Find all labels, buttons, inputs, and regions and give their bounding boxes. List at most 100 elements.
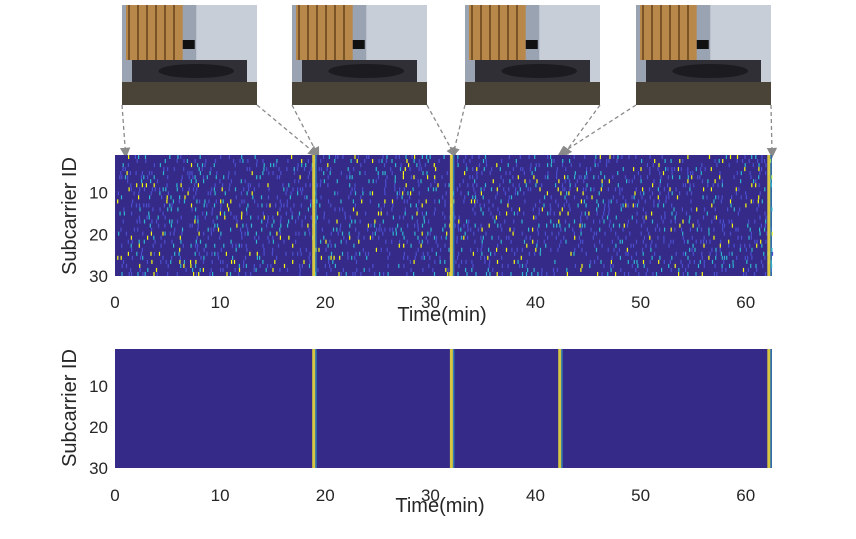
top-speckle-cell	[226, 203, 229, 208]
top-speckle-cell	[553, 159, 555, 164]
top-speckle-cell	[652, 163, 654, 168]
top-speckle-cell	[722, 159, 724, 164]
top-speckle-cell	[699, 175, 701, 180]
top-speckle-cell	[385, 159, 388, 164]
top-speckle-cell	[709, 239, 711, 244]
top-speckle-cell	[150, 231, 152, 236]
top-speckle-cell	[753, 179, 755, 184]
top-speckle-cell	[378, 227, 380, 232]
top-speckle-cell	[627, 251, 629, 256]
top-speckle-cell	[150, 191, 152, 196]
top-speckle-cell	[342, 207, 344, 212]
top-speckle-cell	[165, 259, 167, 264]
top-speckle-cell	[684, 183, 687, 188]
top-speckle-cell	[648, 231, 650, 236]
top-speckle-cell	[282, 183, 284, 188]
top-speckle-cell	[507, 263, 509, 268]
top-speckle-cell	[641, 159, 643, 164]
top-speckle-cell	[610, 263, 612, 268]
top-speckle-cell	[764, 159, 766, 164]
top-speckle-cell	[334, 207, 336, 212]
top-speckle-cell	[719, 171, 721, 176]
top-speckle-cell	[266, 203, 268, 208]
top-speckle-cell	[566, 199, 568, 204]
top-speckle-cell	[445, 191, 447, 196]
top-speckle-cell	[280, 223, 282, 228]
top-speckle-cell	[729, 199, 732, 204]
top-speckle-cell	[601, 179, 603, 184]
top-speckle-cell	[352, 272, 354, 277]
top-speckle-cell	[527, 267, 529, 272]
top-speckle-cell	[360, 272, 362, 277]
top-speckle-cell	[636, 219, 638, 224]
top-speckle-cell	[721, 179, 723, 184]
top-speckle-cell	[127, 175, 129, 180]
top-speckle-cell	[269, 203, 271, 208]
top-speckle-cell	[298, 211, 301, 216]
top-speckle-cell	[732, 259, 734, 264]
top-speckle-cell	[328, 199, 330, 204]
top-speckle-cell	[215, 175, 217, 180]
top-speckle-cell	[238, 263, 240, 268]
top-speckle-cell	[195, 259, 197, 264]
top-speckle-cell	[355, 259, 358, 264]
top-speckle-cell	[494, 251, 496, 256]
top-speckle-cell	[533, 175, 535, 180]
top-speckle-cell	[214, 191, 216, 196]
top-speckle-cell	[657, 167, 659, 172]
top-speckle-cell	[459, 183, 461, 188]
top-speckle-cell	[447, 267, 449, 272]
top-speckle-cell	[160, 243, 162, 248]
top-speckle-cell	[583, 199, 585, 204]
top-speckle-cell	[765, 239, 767, 244]
top-speckle-cell	[643, 191, 645, 196]
top-speckle-cell	[434, 207, 436, 212]
top-speckle-cell	[638, 199, 640, 204]
top-speckle-cell	[480, 223, 482, 228]
top-speckle-cell	[176, 183, 178, 188]
top-speckle-cell	[632, 243, 635, 248]
top-speckle-cell	[429, 255, 431, 260]
top-speckle-cell	[627, 203, 629, 208]
top-speckle-cell	[149, 223, 151, 228]
top-speckle-cell	[622, 227, 624, 232]
top-speckle-cell	[367, 223, 369, 228]
top-speckle-cell	[588, 211, 590, 216]
top-speckle-cell	[604, 203, 606, 208]
top-speckle-cell	[236, 223, 238, 228]
top-speckle-cell	[341, 251, 344, 256]
top-speckle-cell	[202, 175, 205, 180]
top-speckle-cell	[270, 263, 272, 268]
top-speckle-cell	[700, 239, 702, 244]
top-speckle-cell	[460, 235, 463, 240]
top-speckle-cell	[211, 211, 213, 216]
top-speckle-cell	[710, 167, 712, 172]
top-speckle-cell	[507, 199, 510, 204]
top-speckle-cell	[330, 251, 333, 256]
top-speckle-cell	[457, 272, 459, 277]
top-speckle-cell	[123, 207, 125, 212]
top-speckle-cell	[637, 171, 639, 176]
top-speckle-cell	[305, 183, 307, 188]
top-speckle-cell	[190, 263, 192, 268]
top-speckle-cell	[405, 155, 407, 160]
top-speckle-cell	[655, 272, 658, 277]
top-speckle-cell	[704, 167, 706, 172]
top-speckle-cell	[354, 272, 356, 277]
top-speckle-cell	[288, 183, 290, 188]
top-speckle-cell	[749, 171, 751, 176]
top-speckle-cell	[177, 207, 179, 212]
top-speckle-cell	[526, 243, 528, 248]
top-speckle-cell	[345, 239, 347, 244]
top-speckle-cell	[148, 203, 150, 208]
top-speckle-cell	[764, 211, 766, 216]
top-speckle-cell	[454, 215, 456, 220]
top-speckle-cell	[279, 267, 281, 272]
top-speckle-cell	[680, 259, 682, 264]
top-speckle-cell	[279, 227, 281, 232]
top-speckle-cell	[709, 251, 711, 256]
top-speckle-cell	[694, 247, 696, 252]
top-speckle-cell	[508, 235, 510, 240]
top-speckle-cell	[136, 219, 138, 224]
top-speckle-cell	[242, 263, 245, 268]
